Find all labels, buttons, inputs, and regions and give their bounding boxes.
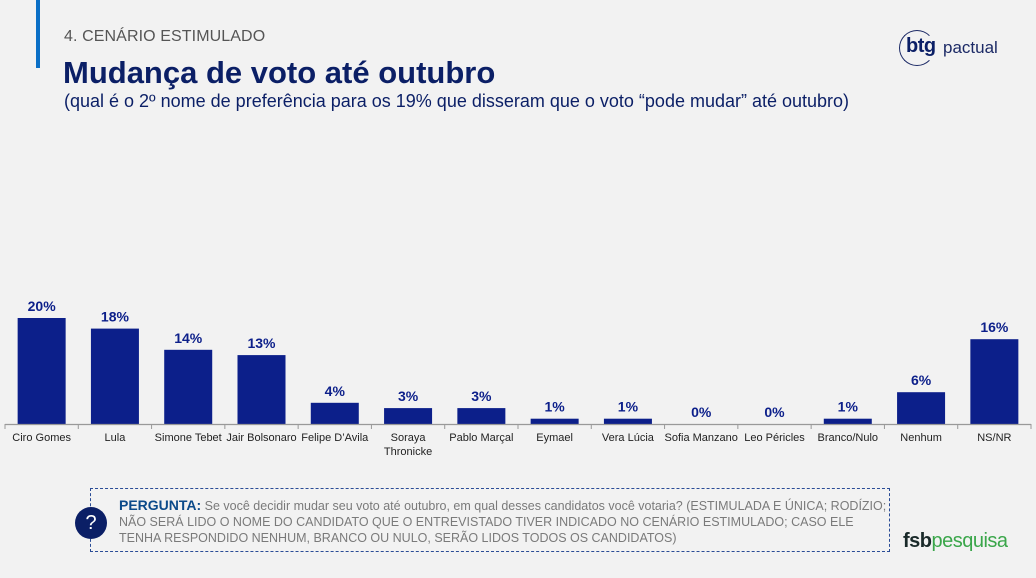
bar — [603, 418, 652, 424]
bar — [17, 318, 66, 424]
tick-label: Jair Bolsonaro — [226, 432, 296, 444]
bar — [970, 339, 1019, 424]
tick-label: Branco/Nulo — [818, 432, 879, 444]
tick-label: Pablo Marçal — [449, 432, 513, 444]
question-body: Se você decidir mudar seu voto até outub… — [119, 499, 887, 545]
data-label: 4% — [325, 383, 346, 399]
data-label: 1% — [838, 399, 859, 415]
bar — [530, 418, 579, 424]
data-label: 6% — [911, 372, 932, 388]
data-label: 18% — [101, 309, 130, 325]
data-labels: 20% 18% 14% 13% 4% 3% 3% 1% 1% 0% 0% 1% 6% 16% — [28, 298, 1009, 420]
bar — [384, 408, 433, 424]
bar — [457, 408, 506, 424]
logo-btg-text: btg — [906, 35, 936, 57]
data-label: 1% — [545, 399, 566, 415]
x-axis — [4, 423, 1032, 429]
tick-label: NS/NR — [977, 432, 1011, 444]
data-label: 3% — [398, 388, 419, 404]
tick-label: Sofia Manzano — [665, 432, 738, 444]
data-label: 13% — [247, 335, 276, 351]
tick-label: Nenhum — [900, 432, 942, 444]
tick-label: Simone Tebet — [155, 432, 222, 444]
data-label: 20% — [28, 298, 57, 314]
bar — [90, 328, 139, 424]
tick-label: Soraya — [391, 432, 427, 444]
section-label: 4. CENÁRIO ESTIMULADO — [64, 28, 266, 45]
page-subtitle: (qual é o 2º nome de preferência para os… — [64, 91, 850, 111]
bar-chart: Ciro Gomes Lula Simone Tebet Jair Bolsonaro… — [4, 298, 1032, 458]
question-mark-icon: ? — [75, 507, 107, 539]
data-label: 16% — [980, 319, 1009, 335]
tick-label: Lula — [105, 432, 127, 444]
accent-bar — [36, 0, 40, 68]
btg-pactual-logo: btg pactual — [899, 26, 1019, 68]
page-title: Mudança de voto até outubro — [63, 55, 496, 90]
logo-fsb-text: fsb — [903, 530, 932, 552]
fsb-pesquisa-logo: fsbpesquisa — [903, 530, 1008, 553]
question-box: PERGUNTA: Se você decidir mudar seu voto… — [90, 488, 890, 552]
data-label: 1% — [618, 399, 639, 415]
tick-label: Felipe D’Avila — [301, 432, 369, 444]
data-label: 0% — [691, 404, 712, 420]
data-label: 14% — [174, 330, 203, 346]
logo-ring — [899, 30, 935, 66]
data-label: 3% — [471, 388, 492, 404]
question-label: PERGUNTA: — [119, 497, 202, 513]
tick-label: Ciro Gomes — [12, 432, 71, 444]
bar — [237, 355, 286, 424]
tick-label: Vera Lúcia — [602, 432, 655, 444]
tick-labels: Ciro Gomes Lula Simone Tebet Jair Bolsonaro… — [12, 432, 1011, 458]
question-text: PERGUNTA: Se você decidir mudar seu voto… — [119, 497, 889, 546]
tick-label: Leo Péricles — [744, 432, 805, 444]
tick-label: Thronicke — [384, 446, 432, 458]
bar — [164, 349, 213, 424]
tick-label: Eymael — [536, 432, 573, 444]
logo-pesquisa-text: pesquisa — [931, 530, 1009, 552]
bar — [823, 418, 872, 424]
bar — [310, 402, 359, 424]
bars-group — [17, 318, 1019, 424]
bar — [897, 392, 946, 424]
data-label: 0% — [764, 404, 785, 420]
logo-pactual-text: pactual — [943, 38, 998, 57]
